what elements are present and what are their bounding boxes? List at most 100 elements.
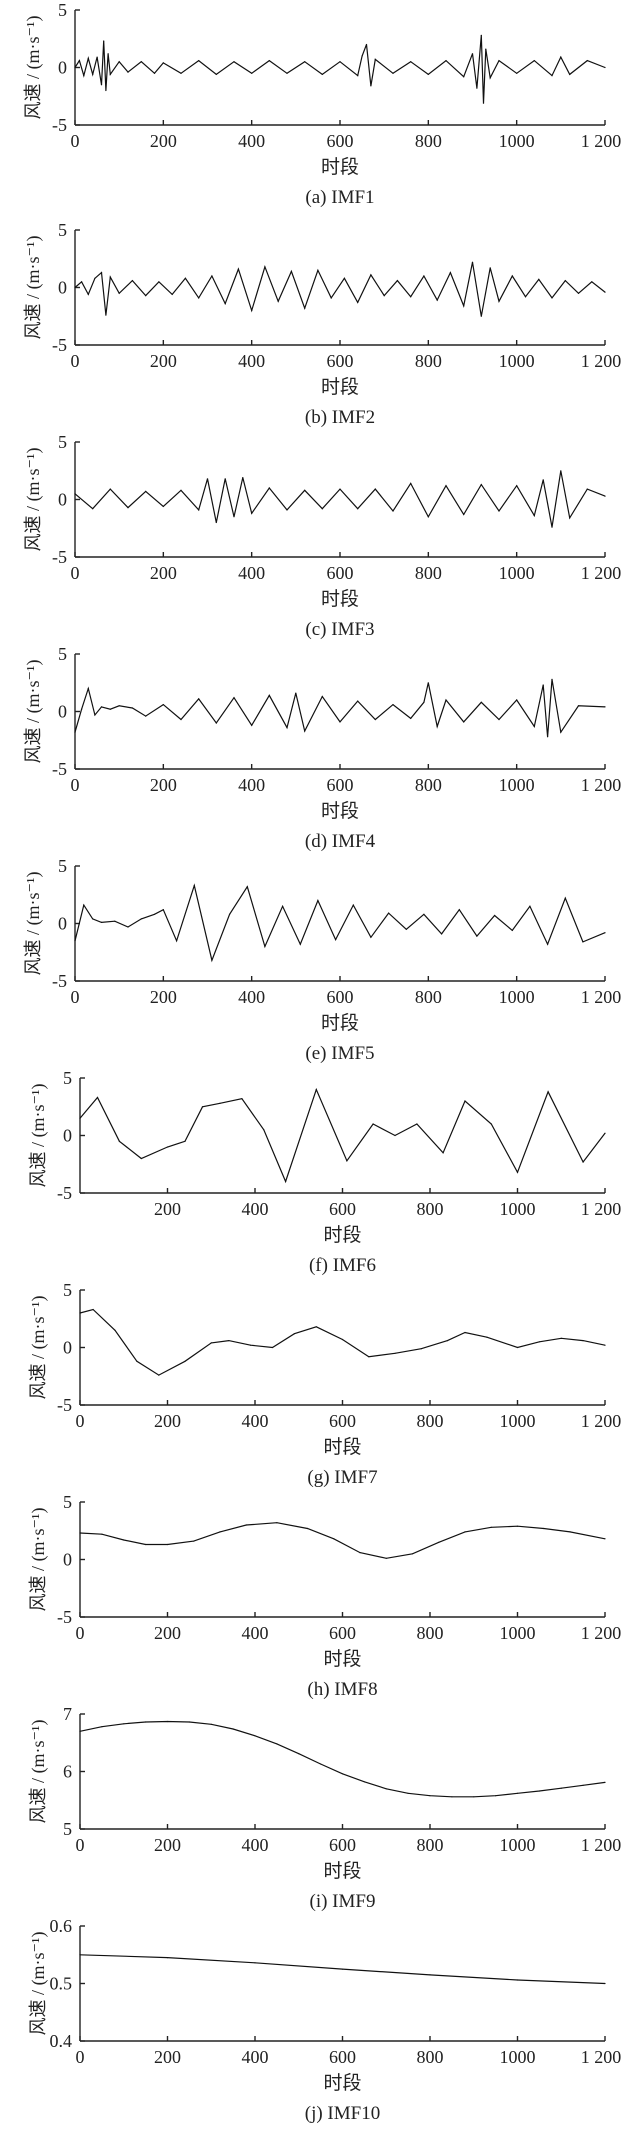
series-line-imf6 xyxy=(79,1087,606,1184)
data-point xyxy=(127,926,129,928)
panel-caption: (d) IMF4 xyxy=(305,831,376,852)
data-point xyxy=(299,943,301,945)
data-point xyxy=(198,60,200,62)
data-point xyxy=(604,1781,606,1783)
x-tick-label: 1 200 xyxy=(581,351,622,371)
x-tick-label: 600 xyxy=(327,351,354,371)
data-point xyxy=(276,1743,278,1745)
data-point xyxy=(193,884,195,887)
data-point xyxy=(560,56,562,58)
data-point xyxy=(101,1726,103,1728)
data-point xyxy=(254,1962,256,1964)
panel-caption: (a) IMF1 xyxy=(305,187,374,208)
data-point xyxy=(577,292,580,294)
data-point xyxy=(410,296,412,298)
data-point xyxy=(251,309,253,312)
data-point xyxy=(516,1792,519,1794)
y-tick-label: 0 xyxy=(58,490,67,510)
y-tick-label: 5 xyxy=(58,644,67,664)
data-point xyxy=(516,1525,519,1527)
data-point xyxy=(250,1344,252,1346)
data-point xyxy=(486,1336,488,1338)
data-point xyxy=(357,508,359,510)
data-point xyxy=(321,508,323,510)
x-tick-label: 400 xyxy=(242,1411,269,1431)
data-point xyxy=(251,724,253,726)
y-tick-label: 5 xyxy=(58,856,67,876)
data-point xyxy=(166,1543,169,1546)
data-point xyxy=(107,53,109,55)
data-point xyxy=(87,293,89,295)
y-tick-label: 5 xyxy=(63,1819,72,1839)
data-point xyxy=(560,1337,562,1339)
data-point xyxy=(383,295,385,297)
y-axis-label: 风速 / (m·s⁻¹) xyxy=(23,448,44,552)
data-point xyxy=(105,89,107,92)
y-tick-label: -5 xyxy=(52,971,67,991)
data-point xyxy=(268,694,270,697)
data-point xyxy=(533,515,535,517)
data-point xyxy=(489,77,491,79)
x-tick-label: 400 xyxy=(242,1199,269,1219)
x-tick-label: 600 xyxy=(329,1835,356,1855)
data-point xyxy=(304,61,306,63)
x-axis-label: 时段 xyxy=(321,1012,359,1034)
data-point xyxy=(145,490,147,492)
data-point xyxy=(145,1721,147,1723)
data-point xyxy=(264,945,266,948)
x-tick-label: 200 xyxy=(154,2047,181,2067)
data-point xyxy=(357,301,359,303)
data-point xyxy=(604,706,606,708)
data-point xyxy=(271,1346,274,1349)
data-point xyxy=(445,485,447,487)
data-point xyxy=(317,269,319,271)
data-point xyxy=(264,266,266,268)
data-point xyxy=(166,1720,169,1723)
data-point xyxy=(136,1360,138,1362)
data-point xyxy=(79,1312,81,1314)
data-point xyxy=(335,939,337,941)
series-line-imf9 xyxy=(79,1720,606,1798)
data-point xyxy=(436,299,438,301)
x-tick-label: 0 xyxy=(71,351,80,371)
data-point xyxy=(480,484,482,486)
data-point xyxy=(463,513,465,516)
data-point xyxy=(436,725,438,728)
data-point xyxy=(511,929,513,932)
x-tick-label: 800 xyxy=(415,131,442,151)
data-point xyxy=(304,307,306,309)
data-point xyxy=(438,1541,440,1543)
data-point xyxy=(127,507,129,509)
data-point xyxy=(298,1753,300,1755)
data-point xyxy=(109,276,111,278)
data-point xyxy=(79,1117,81,1119)
x-axis-label: 时段 xyxy=(323,1648,361,1670)
data-point xyxy=(198,297,200,299)
y-axis-label: 风速 / (m·s⁻¹) xyxy=(28,1508,49,1612)
y-tick-label: 0 xyxy=(58,278,67,298)
data-point xyxy=(206,478,209,480)
data-point xyxy=(429,1974,431,1976)
data-point xyxy=(180,718,182,721)
data-point xyxy=(427,73,429,75)
x-tick-label: 400 xyxy=(242,1623,269,1643)
data-point xyxy=(449,272,451,274)
data-point xyxy=(359,1552,361,1554)
data-point xyxy=(370,85,372,87)
data-point xyxy=(551,678,553,680)
data-point xyxy=(489,267,491,269)
data-point xyxy=(604,66,606,69)
data-point xyxy=(210,1723,212,1725)
data-point xyxy=(352,904,354,906)
data-point xyxy=(591,281,593,283)
y-tick-label: 0.4 xyxy=(50,2031,73,2051)
data-point xyxy=(533,60,535,62)
data-point xyxy=(87,57,89,59)
data-point xyxy=(317,899,319,902)
data-point xyxy=(224,478,226,480)
data-point xyxy=(153,72,156,74)
data-point xyxy=(109,488,111,490)
data-point xyxy=(83,75,85,77)
data-point xyxy=(219,1531,221,1533)
